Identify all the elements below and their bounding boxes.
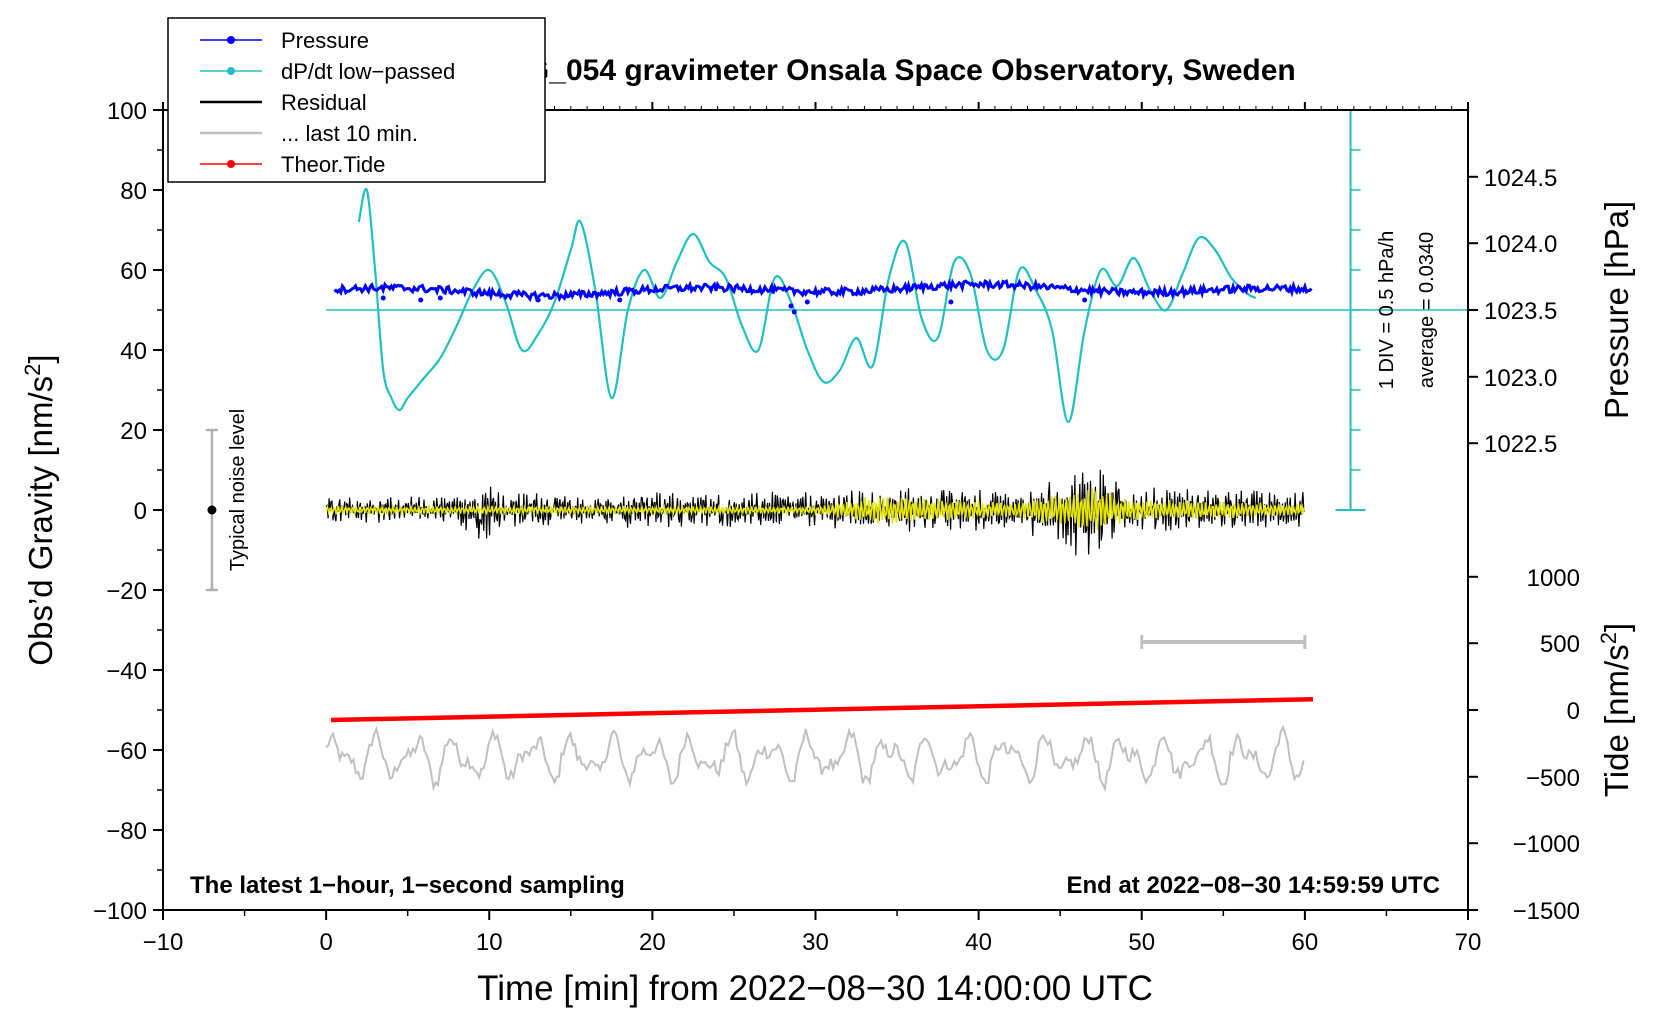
x-tick-label: 60 — [1292, 929, 1319, 956]
x-tick-label: 30 — [802, 929, 829, 956]
y-tick-label: 100 — [107, 98, 147, 125]
x-tick-label: 70 — [1455, 929, 1482, 956]
x-tick-label: 50 — [1128, 929, 1155, 956]
tide-tick-label: −500 — [1526, 765, 1580, 792]
y-tick-label: 80 — [120, 178, 147, 205]
pressure-tick-label: 1023.5 — [1484, 298, 1557, 325]
y-tick-label: −100 — [93, 898, 147, 925]
legend-marker — [227, 67, 235, 75]
y-tick-label: 60 — [120, 258, 147, 285]
x-axis-label: Time [min] from 2022−08−30 14:00:00 UTC — [477, 969, 1153, 1008]
noise-level-label: Typical noise level — [227, 409, 249, 571]
legend-label: Pressure — [281, 28, 369, 53]
x-tick-label: 20 — [639, 929, 666, 956]
pressure-tick-label: 1024.5 — [1484, 165, 1557, 192]
pressure-point — [535, 297, 541, 303]
legend-marker — [227, 160, 235, 168]
legend-label: Theor.Tide — [281, 152, 385, 177]
x-tick-label: 0 — [319, 929, 332, 956]
tick-layer: −10 0 10 20 30 40 50 60 70100806040200−20−40−60−… — [93, 98, 1580, 956]
data-layer — [205, 109, 1468, 793]
annotation-bottom-left: The latest 1−hour, 1−second sampling — [190, 872, 625, 899]
legend-label: ... last 10 min. — [281, 121, 418, 146]
pressure-point — [1082, 297, 1088, 303]
y-axis-label-gravity-main: Obs’d Gravity [nm/s — [22, 376, 59, 666]
y-axis-label-gravity-end: ] — [22, 354, 59, 363]
y-tick-label: −60 — [106, 738, 147, 765]
tide-series — [330, 696, 1314, 723]
y-axis-label-gravity-sup: 2 — [20, 364, 45, 376]
tide-tick-label: 500 — [1540, 631, 1580, 658]
y-axis-label-tide-main: Tide [nm/s — [1598, 644, 1635, 797]
tide-tick-label: 0 — [1567, 698, 1580, 725]
pressure-tick-label: 1024.0 — [1484, 231, 1557, 258]
y-tick-label: −40 — [106, 658, 147, 685]
legend-label: Residual — [281, 90, 367, 115]
y-axis-label-gravity: Obs’d Gravity [nm/s2] — [20, 354, 59, 665]
tide-tick-label: −1500 — [1513, 898, 1580, 925]
noise-bar-center — [207, 505, 217, 515]
residual-series — [325, 469, 1305, 556]
tide-tick-label: −1000 — [1513, 831, 1580, 858]
pressure-point — [804, 299, 810, 305]
pressure-point — [418, 297, 424, 303]
y-tick-label: −20 — [106, 578, 147, 605]
x-tick-label: −10 — [143, 929, 184, 956]
pressure-point — [437, 295, 443, 301]
pressure-point — [948, 299, 954, 305]
pressure-tick-label: 1023.0 — [1484, 365, 1557, 392]
x-tick-label: 10 — [476, 929, 503, 956]
pressure-tick-label: 1022.5 — [1484, 431, 1557, 458]
pressure-point — [791, 309, 797, 315]
y-axis-label-tide: Tide [nm/s2] — [1596, 623, 1635, 797]
legend-label: dP/dt low−passed — [281, 59, 455, 84]
pressure-point — [380, 295, 386, 301]
annotation-bottom-right: End at 2022−08−30 14:59:59 UTC — [1066, 872, 1440, 899]
y-axis-label-pressure: Pressure [hPa] — [1598, 201, 1635, 419]
pressure-series — [333, 278, 1313, 303]
y-tick-label: 40 — [120, 338, 147, 365]
legend-box — [167, 17, 546, 183]
chart-title: SCG_054 gravimeter Onsala Space Observat… — [484, 54, 1296, 87]
tide-tick-label: 1000 — [1527, 565, 1580, 592]
div-scale-label: 1 DIV = 0.5 hPa/h — [1376, 231, 1398, 389]
y-axis-label-tide-sup: 2 — [1596, 632, 1621, 644]
x-tick-label: 40 — [965, 929, 992, 956]
legend-items: Pressure dP/dt low−passed Residual ... last… — [200, 28, 455, 177]
legend: Pressure dP/dt low−passed Residual ... last… — [167, 17, 546, 183]
residual-filtered-series — [325, 488, 1306, 531]
legend-marker — [227, 36, 235, 44]
average-label: average = 0.0340 — [1416, 232, 1438, 388]
y-tick-label: 0 — [134, 498, 147, 525]
y-axis-label-tide-end: ] — [1598, 623, 1635, 632]
last10-series — [325, 724, 1305, 793]
pressure-point — [617, 297, 623, 303]
y-tick-label: 20 — [120, 418, 147, 445]
pressure-point — [788, 303, 794, 309]
y-tick-label: −80 — [106, 818, 147, 845]
